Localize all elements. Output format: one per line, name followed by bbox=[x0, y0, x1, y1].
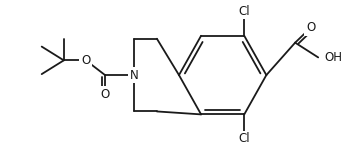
Text: O: O bbox=[100, 88, 110, 101]
Text: O: O bbox=[306, 21, 315, 34]
Text: Cl: Cl bbox=[238, 5, 250, 18]
Text: N: N bbox=[129, 69, 138, 82]
Text: Cl: Cl bbox=[238, 132, 250, 145]
Text: O: O bbox=[81, 54, 90, 67]
Text: OH: OH bbox=[324, 51, 342, 64]
